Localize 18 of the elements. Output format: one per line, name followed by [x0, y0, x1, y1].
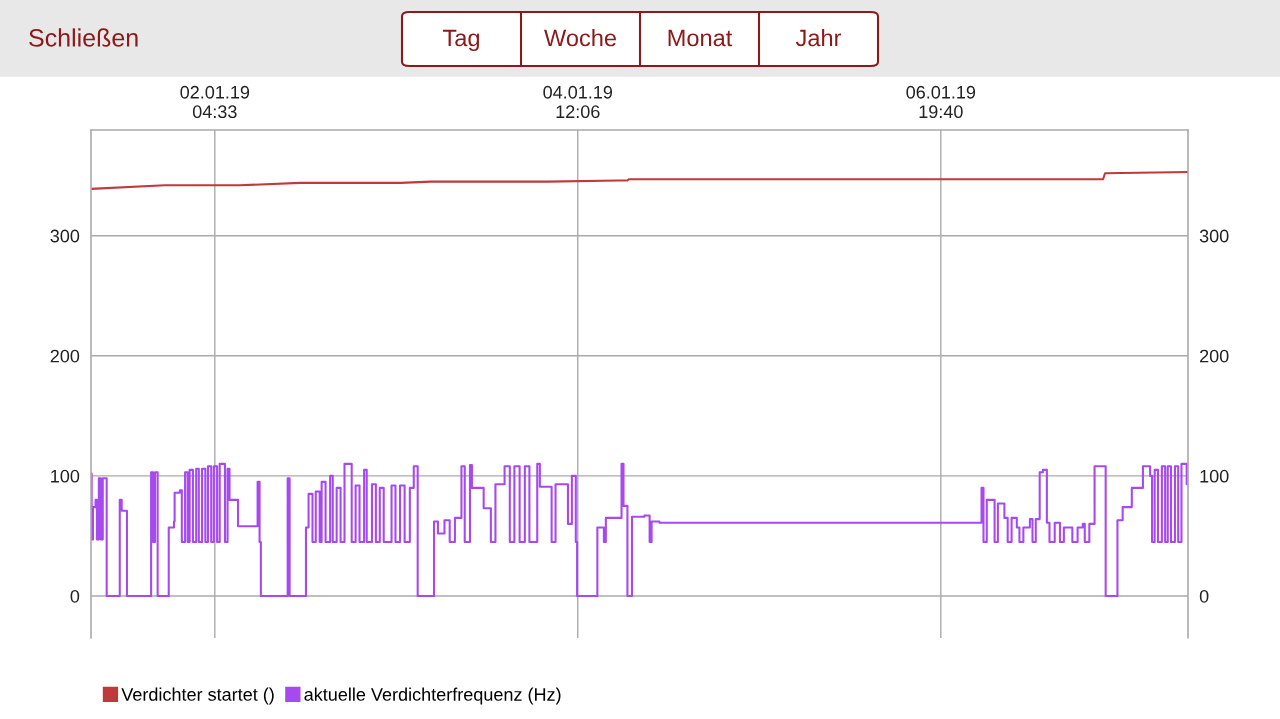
y-tick-label: 200: [50, 349, 80, 363]
text: Monat: [668, 29, 733, 47]
x-tick-label: 02.01.19 04:33: [180, 85, 250, 119]
y2-tick-label: 200: [1200, 349, 1229, 363]
text: Schließen: [29, 28, 138, 47]
y-tick-label: 0: [70, 589, 80, 603]
text: Jahr: [795, 29, 842, 47]
y-tick-label: 300: [50, 229, 80, 243]
x-tick-label: 06.01.19 19:40: [906, 85, 976, 119]
y2-tick-label: 100: [1200, 469, 1229, 483]
y2-tick-label: 300: [1199, 229, 1229, 243]
legend-label: Verdichter startet (): [121, 687, 274, 705]
x-tick-label: 04.01.19 12:06: [543, 85, 613, 119]
text: Tag: [443, 29, 480, 51]
text: Woche: [544, 29, 616, 47]
y-tick-label: 100: [51, 469, 80, 483]
legend-label: aktuelle Verdichterfrequenz (Hz): [304, 687, 561, 705]
y2-tick-label: 0: [1199, 589, 1209, 603]
